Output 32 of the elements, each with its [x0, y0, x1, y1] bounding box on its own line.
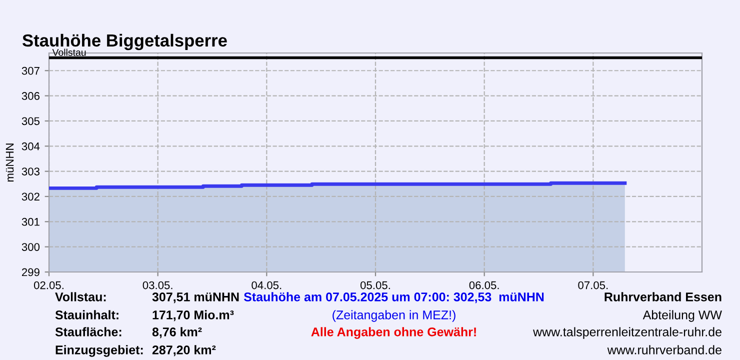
text: Vollstau: — [55, 292, 106, 302]
text: Alle Angaben ohne Gewähr! — [311, 327, 476, 339]
y-tick-label: 301 — [22, 218, 40, 226]
text: Ruhrverband Essen — [604, 292, 722, 302]
x-tick-label: 03.05. — [142, 281, 172, 290]
text: 8,76 km² — [152, 327, 202, 338]
y-tick-label: 303 — [22, 168, 40, 176]
y-tick-label: 305 — [22, 117, 40, 126]
text: Abteilung WW — [642, 310, 722, 322]
text: www.talsperrenleitzentrale-ruhr.de — [533, 327, 722, 339]
text: 287,20 km² — [152, 345, 216, 356]
y-tick-label: 299 — [22, 268, 40, 276]
x-tick-label: 06.05. — [469, 281, 499, 290]
text: (Zeitangaben in MEZ!) — [332, 310, 456, 322]
x-tick-label: 04.05. — [252, 281, 282, 290]
text: www.ruhrverband.de — [607, 345, 722, 354]
x-tick-label: 05.05. — [360, 281, 390, 290]
x-tick-label: 07.05. — [578, 281, 608, 290]
x-tick-label: 02.05. — [34, 281, 64, 290]
y-tick-label: 300 — [22, 243, 40, 251]
text: 307,51 müNHN — [152, 292, 239, 304]
y-axis-title: müNHN — [6, 144, 14, 182]
ref-line-label: Vollstau — [52, 48, 86, 56]
text: Einzugsgebiet: — [56, 345, 143, 357]
text: Stauhöhe am 07.05.2025 um 07:00: 302,53 müNHN — [244, 292, 544, 304]
text: 171,70 Mio.m³ — [152, 310, 234, 322]
text: Staufläche: — [55, 327, 122, 336]
y-tick-label: 306 — [22, 92, 40, 100]
y-tick-label: 304 — [22, 142, 40, 150]
y-tick-label: 302 — [22, 192, 40, 201]
y-tick-label: 307 — [22, 66, 40, 75]
text: Stauinhalt: — [55, 310, 118, 320]
